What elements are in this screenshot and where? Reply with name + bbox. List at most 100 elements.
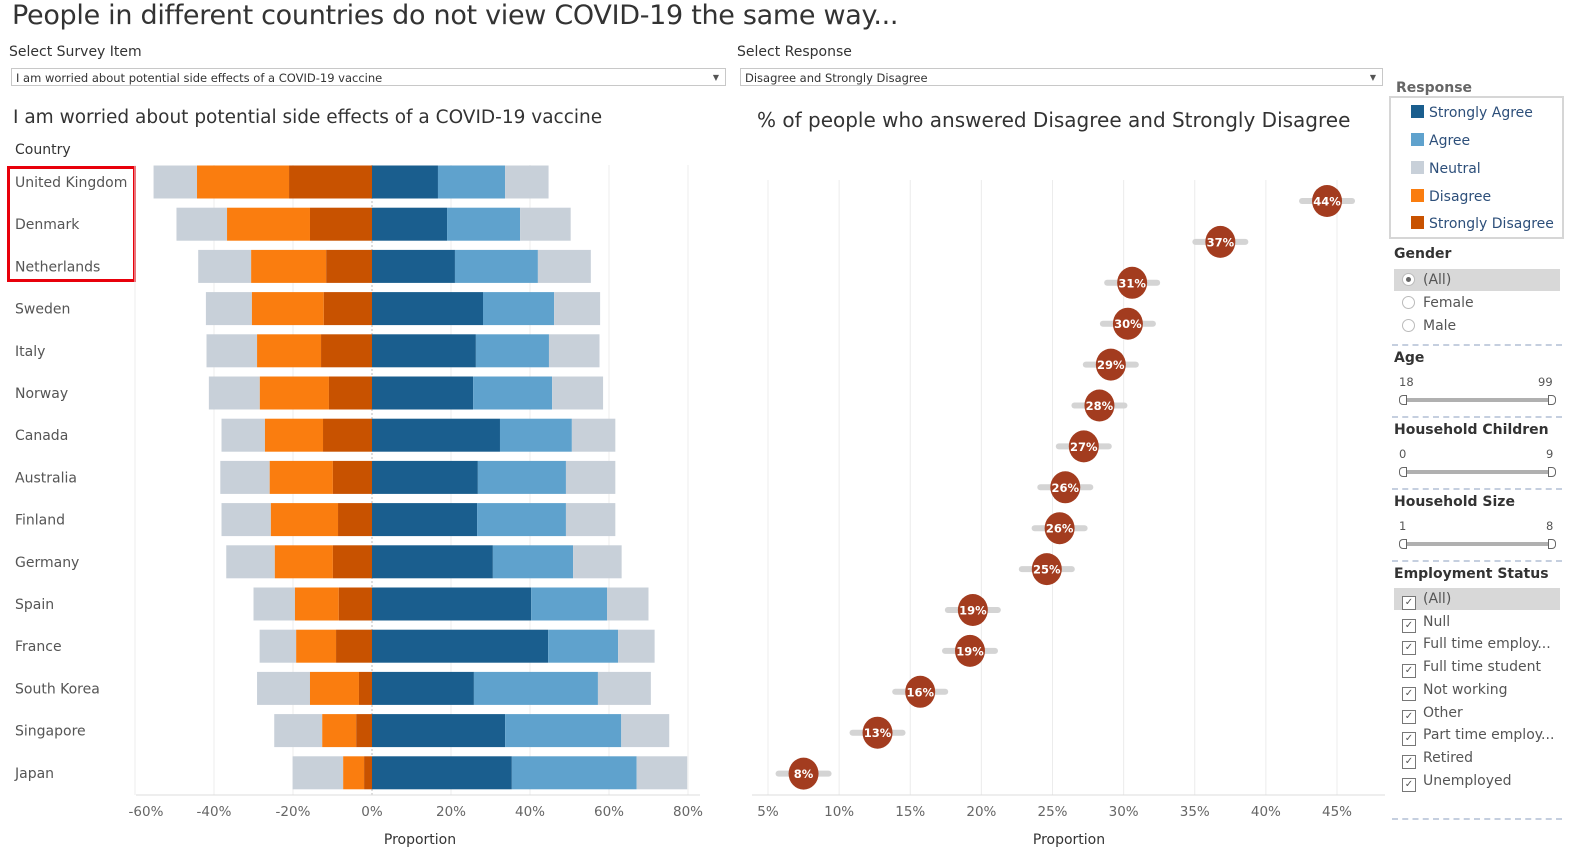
dashboard-title: People in different countries do not vie… — [12, 0, 899, 31]
dot-label: 26% — [1046, 522, 1074, 536]
bar-strongly-agree — [372, 460, 478, 494]
age-slider-max-handle[interactable] — [1548, 395, 1556, 405]
legend-item-strongly-agree[interactable]: Strongly Agree — [1411, 105, 1533, 121]
bar-agree — [475, 334, 549, 368]
checkbox-checked-icon: ✓ — [1402, 641, 1416, 656]
employment-option[interactable]: ✓ Part time employ... — [1394, 724, 1560, 747]
employment-option[interactable]: ✓ Retired — [1394, 747, 1560, 769]
country-label: Netherlands — [15, 259, 100, 275]
dot-label: 19% — [959, 604, 987, 618]
bar-neutral-positive — [597, 671, 651, 705]
employment-option[interactable]: ✓ Full time employ... — [1394, 633, 1560, 656]
response-dropdown[interactable]: Disagree and Strongly Disagree ▼ — [740, 68, 1383, 86]
x-tick-label: 0% — [361, 804, 383, 820]
checkbox-checked-icon: ✓ — [1402, 596, 1416, 610]
dot-label: 27% — [1070, 440, 1098, 454]
bar-agree — [473, 671, 598, 705]
dot-marker — [1112, 307, 1143, 340]
bar-disagree — [343, 756, 365, 790]
dot-label: 37% — [1207, 235, 1235, 249]
age-slider-track[interactable] — [1402, 398, 1554, 402]
option-label: Other — [1423, 704, 1463, 721]
age-slider-min-handle[interactable] — [1399, 395, 1407, 405]
x-tick-label: 15% — [895, 804, 925, 820]
bar-strongly-agree — [372, 587, 532, 621]
bar-neutral-positive — [618, 629, 655, 663]
age-max: 99 — [1538, 375, 1553, 389]
bar-neutral-negative — [153, 165, 198, 199]
dot-label: 25% — [1033, 563, 1061, 577]
swatch-icon — [1411, 189, 1424, 202]
bar-neutral-positive — [554, 292, 601, 326]
country-label: Denmark — [15, 217, 80, 233]
dot-marker — [954, 634, 985, 667]
bar-strongly-agree — [372, 249, 455, 283]
bar-strongly-disagree — [332, 460, 372, 494]
household-children-slider-track[interactable] — [1402, 470, 1554, 474]
charts-canvas: -60% -40% -20% 0% 20% 40% 60% 80% Proportion Unit… — [14, 165, 1385, 848]
legend-item-disagree[interactable]: Disagree — [1411, 189, 1491, 205]
gender-option-all[interactable]: (All) — [1394, 269, 1560, 291]
country-label: South Korea — [15, 681, 100, 697]
legend-label: Neutral — [1429, 161, 1481, 177]
household-size-min-handle[interactable] — [1399, 539, 1407, 549]
bar-strongly-agree — [372, 503, 478, 537]
bar-strongly-agree — [372, 292, 483, 326]
employment-option[interactable]: ✓ Full time student — [1394, 656, 1560, 679]
household-children-min-handle[interactable] — [1399, 467, 1407, 477]
bar-neutral-positive — [573, 545, 622, 579]
household-children-max-handle[interactable] — [1548, 467, 1556, 477]
bar-neutral-positive — [621, 714, 670, 748]
dot-label: 16% — [906, 685, 934, 699]
household-size-slider-track[interactable] — [1402, 542, 1554, 546]
household-size-title: Household Size — [1394, 494, 1515, 510]
checkbox-checked-icon: ✓ — [1402, 686, 1416, 701]
gender-option-female[interactable]: Female — [1394, 292, 1560, 314]
right-chart-title: % of people who answered Disagree and St… — [757, 108, 1351, 132]
divider — [1392, 488, 1562, 490]
bar-disagree — [269, 460, 333, 494]
bar-disagree — [274, 545, 333, 579]
survey-item-dropdown[interactable]: I am worried about potential side effect… — [11, 68, 726, 86]
country-label: Sweden — [15, 302, 70, 318]
legend-item-neutral[interactable]: Neutral — [1411, 161, 1481, 177]
country-label: Italy — [15, 344, 45, 360]
bar-strongly-agree — [372, 207, 448, 241]
dot-marker — [1205, 225, 1236, 258]
household-size-max-handle[interactable] — [1548, 539, 1556, 549]
bar-strongly-disagree — [338, 503, 372, 537]
country-label: United Kingdom — [15, 175, 127, 191]
employment-option[interactable]: ✓ Not working — [1394, 679, 1560, 701]
checkbox-checked-icon: ✓ — [1402, 618, 1416, 633]
bar-disagree — [309, 671, 359, 705]
bar-agree — [447, 207, 521, 241]
country-label: Finland — [15, 513, 65, 529]
employment-option[interactable]: ✓ Other — [1394, 702, 1560, 724]
dot-marker — [1031, 553, 1062, 586]
dot-marker — [1068, 430, 1099, 463]
gender-option-male[interactable]: Male — [1394, 315, 1560, 337]
bar-neutral-negative — [176, 207, 228, 241]
bar-strongly-agree — [372, 714, 506, 748]
bar-disagree — [296, 629, 337, 663]
bar-disagree — [257, 334, 322, 368]
bar-neutral-positive — [636, 756, 688, 790]
employment-option[interactable]: ✓ Unemployed — [1394, 770, 1560, 792]
x-tick-label: 60% — [594, 804, 624, 820]
legend-item-strongly-disagree[interactable]: Strongly Disagree — [1411, 216, 1554, 232]
legend-label: Disagree — [1429, 189, 1492, 205]
legend: Strongly Agree Agree Neutral Disagree St… — [1389, 96, 1564, 239]
bar-neutral-negative — [226, 545, 275, 579]
country-header: Country — [15, 142, 71, 158]
checkbox-checked-icon: ✓ — [1402, 754, 1416, 769]
country-label: Australia — [15, 470, 77, 486]
option-label: Full time employ... — [1423, 636, 1551, 653]
legend-item-agree[interactable]: Agree — [1411, 133, 1470, 149]
legend-title: Response — [1396, 80, 1473, 96]
bar-agree — [499, 418, 572, 452]
employment-option[interactable]: ✓ (All) — [1394, 588, 1560, 610]
divider — [1392, 818, 1562, 820]
bar-strongly-agree — [372, 629, 549, 663]
employment-option[interactable]: ✓ Null — [1394, 611, 1560, 633]
country-label: Canada — [15, 428, 68, 444]
